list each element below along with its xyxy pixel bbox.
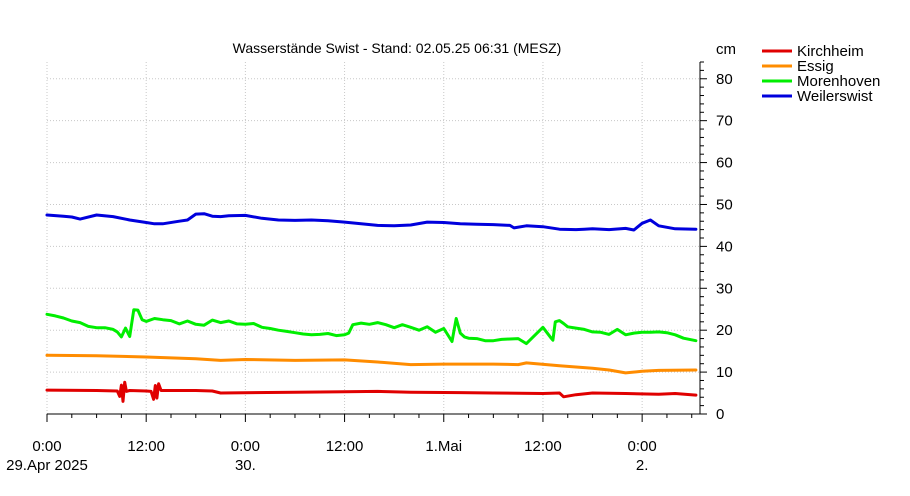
y-tick-label: 60: [716, 155, 733, 172]
series-line-weilerswist: [45, 212, 698, 232]
x-tick-label: 0:00: [231, 438, 260, 455]
y-tick-label: 50: [716, 196, 733, 213]
x-tick-label: 12:00: [326, 438, 364, 455]
y-tick-label: 20: [716, 322, 733, 339]
x-tick-sublabel: 30.: [235, 457, 256, 474]
y-tick-label: 10: [716, 364, 733, 381]
y-tick-label: 30: [716, 280, 733, 297]
x-tick-label: 12:00: [127, 438, 165, 455]
legend-label: Essig: [797, 58, 834, 75]
legend-label: Morenhoven: [797, 73, 880, 90]
grid: [46, 62, 700, 414]
x-tick-label: 0:00: [32, 438, 61, 455]
y-axis-unit-label: cm: [716, 41, 736, 58]
series-line-morenhoven: [45, 308, 698, 346]
y-tick-label: 70: [716, 113, 733, 130]
chart-title: Wasserstände Swist - Stand: 02.05.25 06:…: [233, 40, 562, 56]
x-tick-label: 1.Mai: [425, 438, 462, 455]
y-tick-label: 80: [716, 71, 733, 88]
x-tick-label: 12:00: [524, 438, 562, 455]
series-lines: [45, 212, 698, 403]
series-line-essig: [45, 353, 698, 375]
x-tick-sublabel: 2.: [636, 457, 649, 474]
y-tick-label: 40: [716, 238, 733, 255]
legend-label: Kirchheim: [797, 43, 864, 60]
series-line-kirchheim: [45, 380, 698, 403]
x-tick-label: 0:00: [628, 438, 657, 455]
x-tick-sublabel: 29.Apr 2025: [6, 457, 88, 474]
axes: 0 10 20 30 40 50 60 70 80 0:00 29.Apr 2025 12:00 0:0…: [6, 61, 733, 474]
y-tick-label: 0: [716, 406, 724, 423]
legend-label: Weilerswist: [797, 88, 873, 105]
